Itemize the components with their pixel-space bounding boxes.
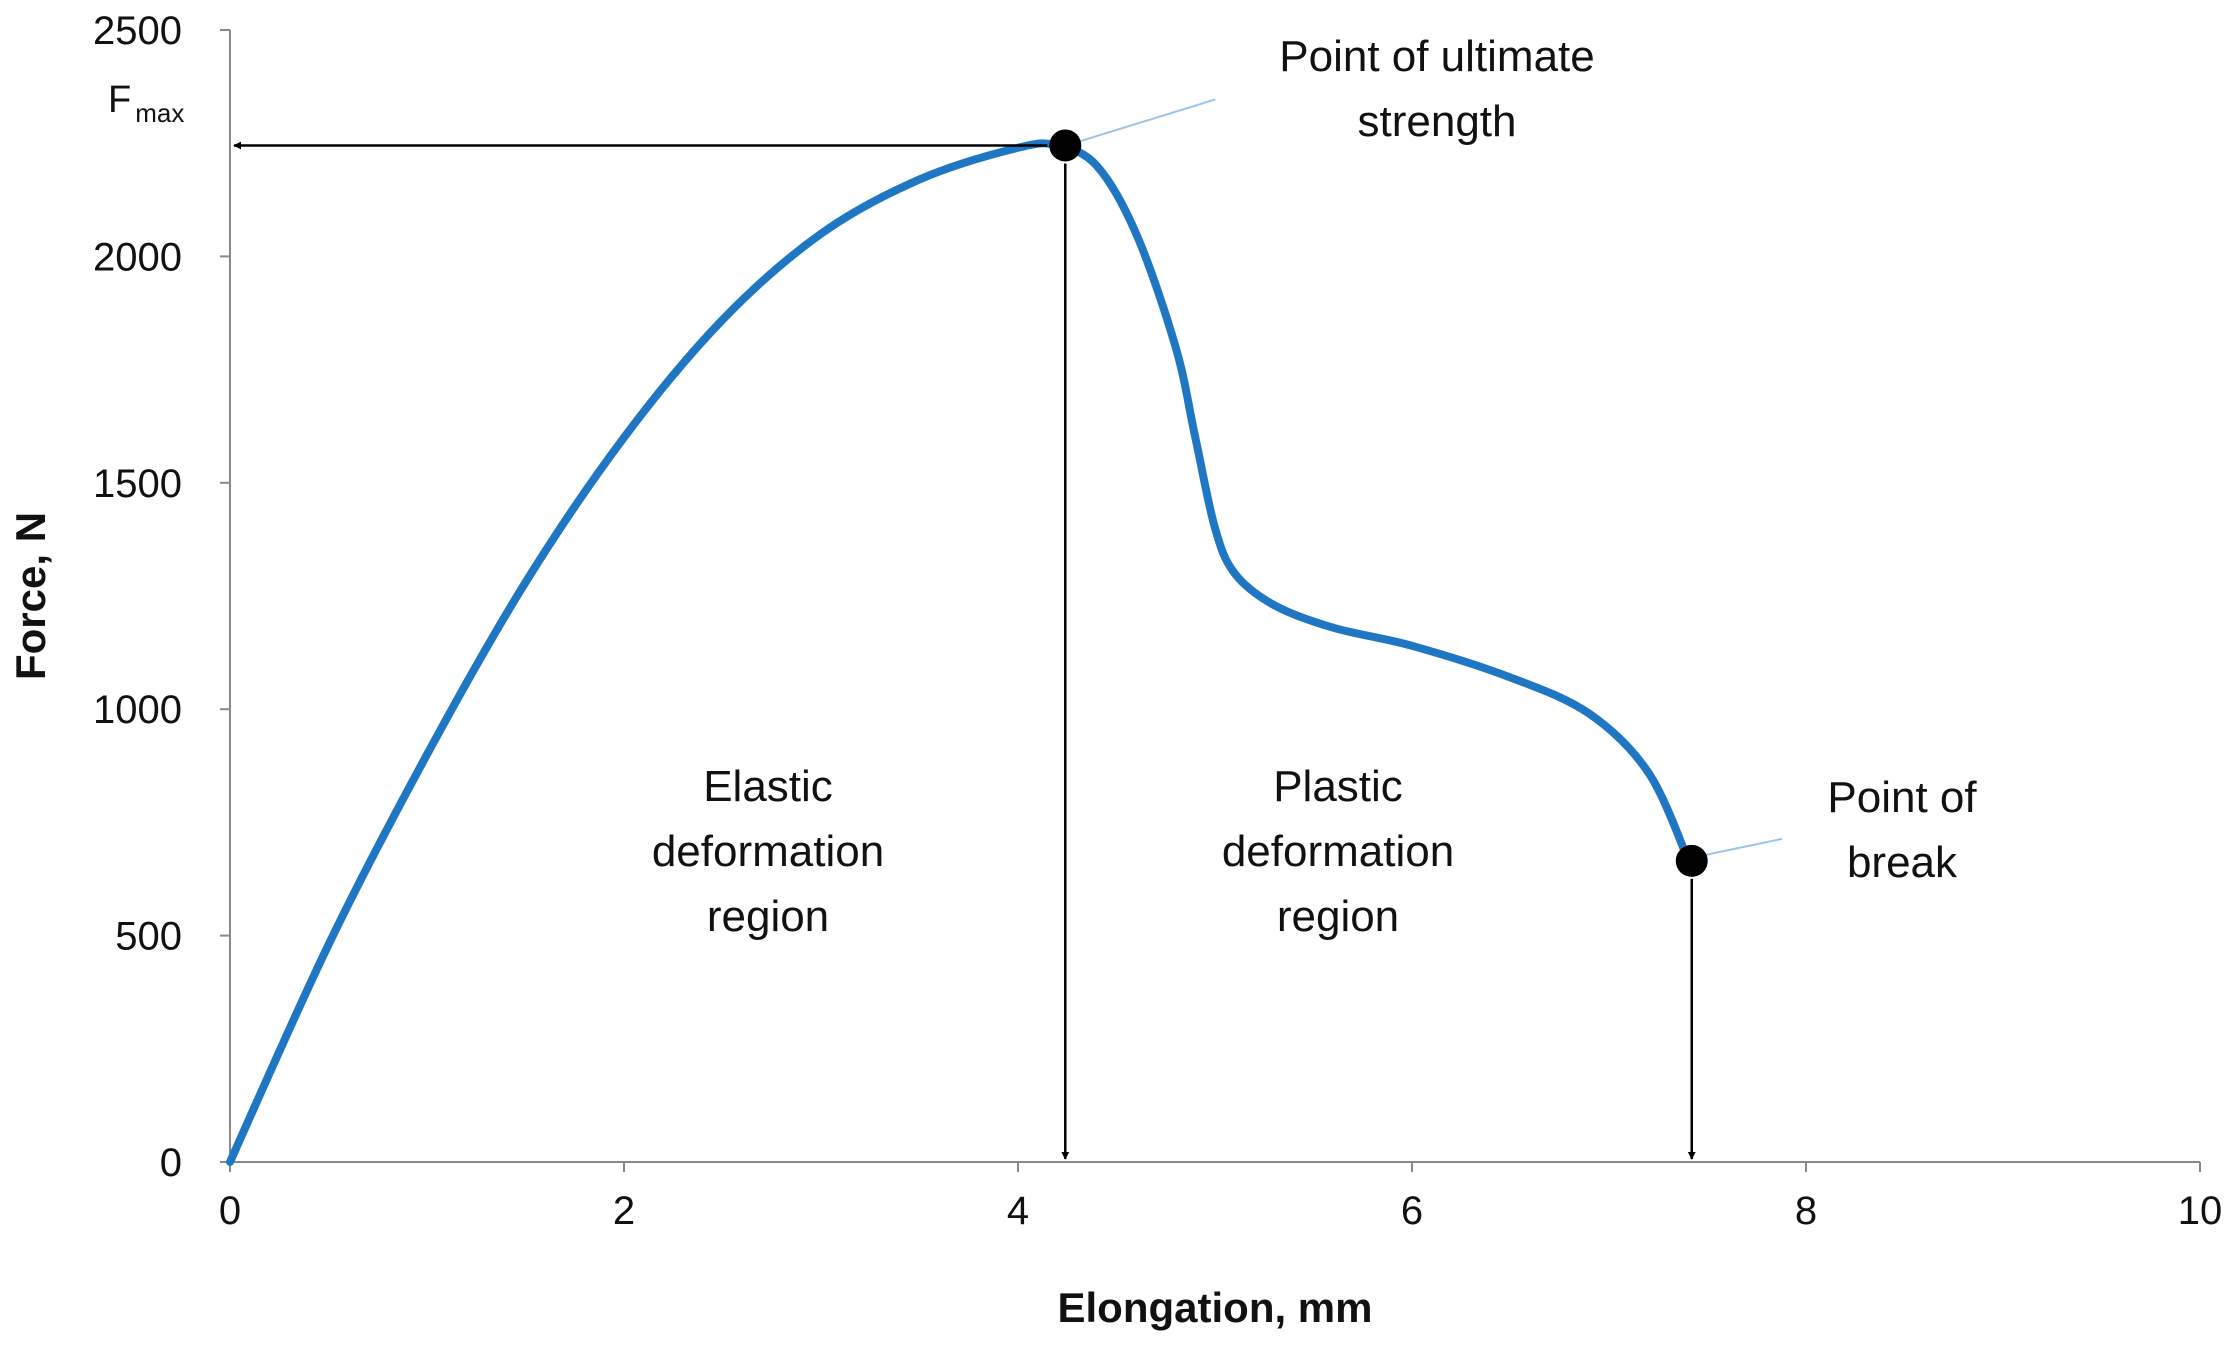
elastic-region-line1: Elastic — [703, 762, 833, 811]
x-tick-label: 6 — [1401, 1189, 1423, 1233]
elastic-region-line3: region — [707, 892, 829, 941]
ultimate-leader-line — [1078, 98, 1216, 143]
break-leader-line — [1705, 837, 1782, 856]
x-tick-label: 0 — [219, 1189, 241, 1233]
y-tick-label: 2000 — [93, 235, 182, 279]
y-tick-label: 500 — [115, 915, 182, 959]
fmax-label-main: F — [108, 79, 131, 121]
x-tick-label: 8 — [1795, 1189, 1817, 1233]
x-tick-label: 2 — [613, 1189, 635, 1233]
x-tick-label: 10 — [2178, 1189, 2223, 1233]
y-tick-label: 0 — [160, 1141, 182, 1185]
fmax-label: F max — [108, 79, 184, 128]
x-axis-title: Elongation, mm — [1058, 1284, 1373, 1331]
break-label-line1: Point of — [1827, 773, 1977, 822]
y-ticks: 0 500 1000 1500 2000 2500 — [93, 9, 230, 1185]
x-ticks: 0 2 4 6 8 10 — [219, 1162, 2222, 1233]
ultimate-label-line2: strength — [1358, 97, 1517, 146]
break-point — [1675, 844, 1708, 877]
points — [1049, 129, 1708, 877]
elastic-region-line2: deformation — [652, 827, 884, 876]
y-tick-label: 2500 — [93, 9, 182, 53]
y-axis-title: Force, N — [7, 512, 54, 680]
y-tick-label: 1500 — [93, 462, 182, 506]
fmax-label-sub: max — [135, 98, 184, 128]
ultimate-label-line1: Point of ultimate — [1279, 32, 1595, 81]
x-tick-label: 4 — [1007, 1189, 1029, 1233]
y-tick-label: 1000 — [93, 688, 182, 732]
ultimate-strength-point — [1049, 129, 1082, 162]
plastic-region-line2: deformation — [1222, 827, 1454, 876]
plastic-region-line3: region — [1277, 892, 1399, 941]
break-label-line2: break — [1847, 838, 1958, 887]
plastic-region-line1: Plastic — [1273, 762, 1403, 811]
force-elongation-curve — [226, 139, 1692, 1166]
